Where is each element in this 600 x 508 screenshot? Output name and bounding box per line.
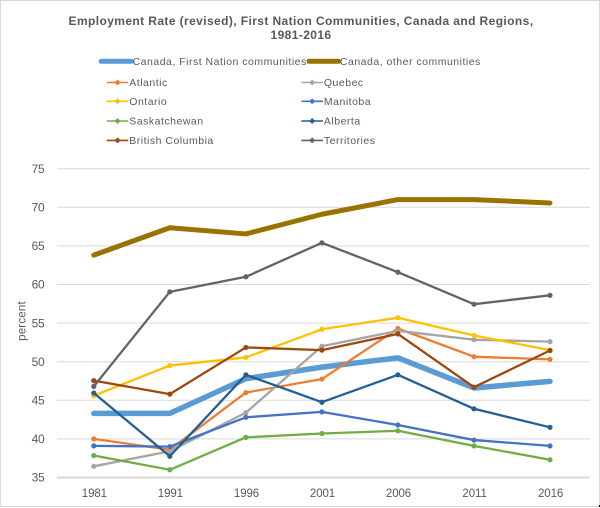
svg-text:1996: 1996 bbox=[234, 488, 259, 500]
svg-text:Canada, First Nation communiti: Canada, First Nation communities bbox=[133, 56, 307, 68]
svg-text:65: 65 bbox=[32, 239, 45, 253]
svg-text:55: 55 bbox=[32, 316, 45, 330]
svg-text:50: 50 bbox=[32, 355, 45, 369]
svg-text:2001: 2001 bbox=[310, 488, 335, 500]
svg-text:40: 40 bbox=[32, 432, 45, 446]
svg-text:Alberta: Alberta bbox=[324, 116, 361, 128]
svg-text:2006: 2006 bbox=[386, 488, 411, 500]
svg-text:70: 70 bbox=[32, 201, 45, 215]
svg-text:Atlantic: Atlantic bbox=[129, 77, 167, 89]
svg-text:45: 45 bbox=[32, 394, 45, 408]
svg-text:Quebec: Quebec bbox=[324, 77, 364, 89]
svg-text:Canada, other communities: Canada, other communities bbox=[340, 56, 481, 68]
svg-text:75: 75 bbox=[32, 162, 45, 176]
svg-text:2011: 2011 bbox=[462, 488, 486, 500]
svg-text:60: 60 bbox=[32, 278, 45, 292]
svg-text:1981: 1981 bbox=[82, 488, 107, 500]
svg-text:35: 35 bbox=[32, 471, 45, 485]
svg-text:British Columbia: British Columbia bbox=[129, 135, 213, 147]
svg-text:Ontario: Ontario bbox=[129, 96, 167, 108]
svg-text:2016: 2016 bbox=[538, 488, 563, 500]
svg-text:Manitoba: Manitoba bbox=[324, 96, 371, 108]
svg-text:Territories: Territories bbox=[324, 135, 376, 147]
svg-text:Saskatchewan: Saskatchewan bbox=[129, 116, 203, 128]
svg-text:percent: percent bbox=[17, 301, 29, 341]
svg-text:1991: 1991 bbox=[158, 488, 183, 500]
